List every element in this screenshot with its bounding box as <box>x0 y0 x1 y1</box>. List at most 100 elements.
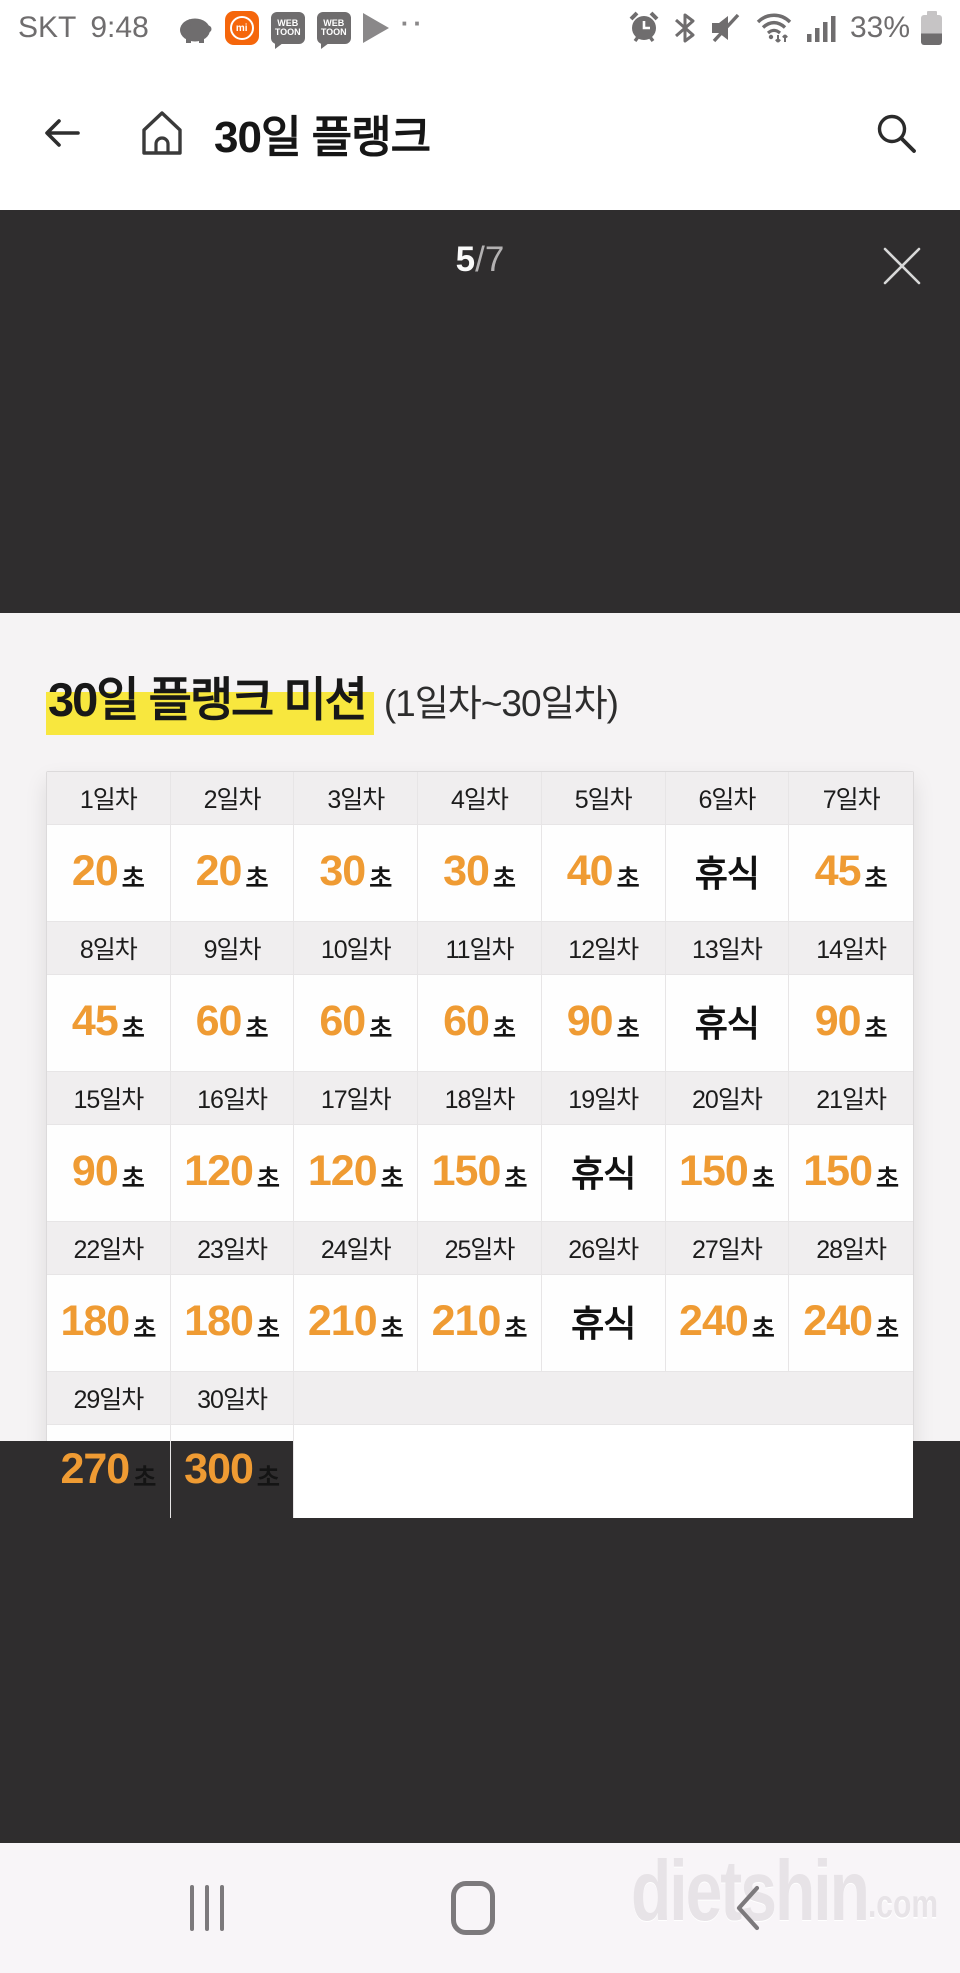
day-header-cell: 24일차 <box>294 1222 419 1274</box>
seconds-suffix: 초 <box>751 1165 775 1193</box>
seconds-suffix: 초 <box>864 1015 888 1043</box>
seconds-suffix: 초 <box>121 865 145 893</box>
day-value-cell: 240 초 <box>666 1275 790 1371</box>
seconds-number: 90 <box>566 996 614 1045</box>
day-header-cell: 12일차 <box>542 922 666 974</box>
seconds-suffix: 초 <box>751 1315 775 1343</box>
day-header-cell: 22일차 <box>47 1222 171 1274</box>
mission-heading: 30일 플랭크 미션 (1일차~30일차) <box>46 661 914 735</box>
day-value-cell: 150 초 <box>789 1125 913 1221</box>
webtoon-icon: WEB TOON <box>316 12 351 49</box>
webtoon-label-bottom: TOON <box>274 27 301 37</box>
table-value-row: 45 초 60 초 60 초 60 초 90 초 휴식 90 초 <box>47 975 913 1072</box>
seconds-suffix: 초 <box>876 1165 900 1193</box>
day-value-cell: 90 초 <box>542 975 666 1071</box>
mission-image-content: 30일 플랭크 미션 (1일차~30일차) 1일차 2일차 3일차 4일차 5일차 6일차… <box>0 613 960 1519</box>
day-value-cell: 40 초 <box>542 825 666 921</box>
navigation-bar: dietshin .com <box>0 1843 960 1973</box>
day-header-cell: 14일차 <box>816 936 887 964</box>
day-header-cell: 1일차 <box>47 772 171 824</box>
page-indicator: 5/7 <box>0 210 960 280</box>
mission-title: 30일 플랭크 미션 <box>46 661 374 735</box>
image-viewer-top: 5/7 <box>0 210 960 613</box>
seconds-number: 20 <box>195 846 243 895</box>
seconds-number: 240 <box>679 1296 749 1345</box>
seconds-number: 45 <box>814 846 862 895</box>
home-button[interactable] <box>403 1843 543 1973</box>
day-value-cell: 30 초 <box>294 825 419 921</box>
day-header-cell: 23일차 <box>171 1222 295 1274</box>
webtoon-label-top: WEB <box>277 18 299 29</box>
page-current: 5 <box>455 240 476 279</box>
page-total: 7 <box>484 240 505 279</box>
alarm-icon <box>627 11 661 45</box>
table-value-row: 90 초 120 초 120 초 150 초 휴식 150 초 150 초 <box>47 1125 913 1222</box>
table-header-row: 22일차 23일차 24일차 25일차 26일차 27일차 28일차 <box>47 1222 913 1275</box>
carrier-label: SKT <box>18 11 77 44</box>
seconds-number: 60 <box>319 996 366 1045</box>
day-header-cell: 6일차 <box>666 772 790 824</box>
piggy-bank-icon <box>177 13 213 43</box>
seconds-suffix: 초 <box>369 865 393 893</box>
close-button[interactable] <box>876 240 928 292</box>
day-value-cell: 휴식 <box>542 1125 666 1221</box>
day-value-cell: 60 초 <box>171 975 295 1071</box>
seconds-number: 45 <box>71 996 119 1045</box>
seconds-suffix: 초 <box>256 1165 280 1193</box>
mission-subtitle: (1일차~30일차) <box>383 683 619 724</box>
rest-label: 휴식 <box>694 853 760 894</box>
day-header-cell: 15일차 <box>47 1072 171 1124</box>
webtoon-icon: WEB TOON <box>270 12 305 49</box>
day-header-cell: 13일차 <box>666 922 790 974</box>
recents-icon <box>190 1885 224 1931</box>
seconds-suffix: 초 <box>492 865 516 893</box>
day-value-cell: 210 초 <box>418 1275 542 1371</box>
rest-label: 휴식 <box>694 1003 760 1044</box>
day-value-cell: 180 초 <box>47 1275 171 1371</box>
day-header-cell: 5일차 <box>542 772 666 824</box>
seconds-number: 40 <box>566 846 614 895</box>
page-separator: / <box>475 240 485 279</box>
seconds-suffix: 초 <box>256 1315 280 1343</box>
day-header-cell: 26일차 <box>542 1222 666 1274</box>
recents-button[interactable] <box>137 1843 277 1973</box>
home-icon[interactable] <box>136 108 188 158</box>
more-dots-icon: ·· <box>400 7 427 38</box>
seconds-number: 90 <box>71 1146 119 1195</box>
day-value-cell: 300 초 <box>171 1425 295 1518</box>
day-header-cell: 29일차 <box>47 1372 171 1424</box>
day-value-cell: 150 초 <box>418 1125 542 1221</box>
watermark-suffix: .com <box>867 1883 938 1927</box>
seconds-number: 60 <box>195 996 243 1045</box>
day-header-cell: 20일차 <box>666 1072 790 1124</box>
seconds-number: 240 <box>803 1296 873 1345</box>
table-value-row: 180 초 180 초 210 초 210 초 휴식 240 초 240 초 <box>47 1275 913 1372</box>
seconds-number: 90 <box>814 996 862 1045</box>
day-header-cell: 28일차 <box>816 1236 887 1264</box>
day-value-cell: 20 초 <box>47 825 171 921</box>
search-button[interactable] <box>872 109 920 157</box>
day-header-cell: 21일차 <box>816 1086 887 1114</box>
day-header-cell: 30일차 <box>171 1372 295 1424</box>
seconds-number: 120 <box>307 1146 378 1195</box>
back-nav-button[interactable] <box>677 1843 817 1973</box>
table-header-row: 1일차 2일차 3일차 4일차 5일차 6일차 7일차 <box>47 772 913 825</box>
table-header-row: 29일차 30일차 <box>47 1372 913 1425</box>
day-header-cell: 17일차 <box>294 1072 419 1124</box>
day-header-cell: 11일차 <box>418 922 542 974</box>
day-value-cell: 120 초 <box>171 1125 295 1221</box>
table-value-row: 20 초 20 초 30 초 30 초 40 초 휴식 45 초 <box>47 825 913 922</box>
day-value-cell: 150 초 <box>666 1125 790 1221</box>
day-value-cell: 휴식 <box>542 1275 666 1371</box>
day-header-cell: 2일차 <box>171 772 295 824</box>
day-value-cell: 240 초 <box>789 1275 913 1371</box>
wifi-icon <box>754 11 794 45</box>
mi-band-icon: mi <box>224 11 259 45</box>
back-button[interactable] <box>40 113 84 153</box>
plank-table: 1일차 2일차 3일차 4일차 5일차 6일차 7일차 20 초 20 초 30 초 30 초 40 초 휴식 45… <box>46 771 914 1519</box>
day-value-cell: 20 초 <box>171 825 295 921</box>
app-header: 30일 플랭크 <box>0 56 960 210</box>
mi-band-label: mi <box>229 16 254 40</box>
seconds-suffix: 초 <box>504 1315 528 1343</box>
day-header-cell: 9일차 <box>171 922 295 974</box>
